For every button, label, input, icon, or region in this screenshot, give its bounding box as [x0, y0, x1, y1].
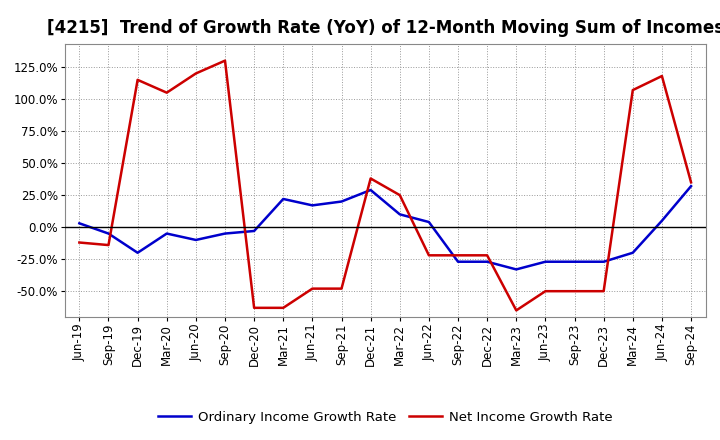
Ordinary Income Growth Rate: [308, 203, 317, 208]
Ordinary Income Growth Rate: [279, 196, 287, 202]
Net Income Growth Rate: [425, 253, 433, 258]
Ordinary Income Growth Rate: [163, 231, 171, 236]
Line: Net Income Growth Rate: Net Income Growth Rate: [79, 61, 691, 310]
Net Income Growth Rate: [104, 242, 113, 248]
Ordinary Income Growth Rate: [454, 259, 462, 264]
Ordinary Income Growth Rate: [337, 199, 346, 204]
Ordinary Income Growth Rate: [366, 187, 375, 193]
Net Income Growth Rate: [483, 253, 492, 258]
Net Income Growth Rate: [308, 286, 317, 291]
Ordinary Income Growth Rate: [220, 231, 229, 236]
Ordinary Income Growth Rate: [133, 250, 142, 255]
Net Income Growth Rate: [687, 180, 696, 185]
Ordinary Income Growth Rate: [687, 183, 696, 189]
Line: Ordinary Income Growth Rate: Ordinary Income Growth Rate: [79, 186, 691, 269]
Ordinary Income Growth Rate: [250, 228, 258, 234]
Net Income Growth Rate: [512, 308, 521, 313]
Net Income Growth Rate: [250, 305, 258, 311]
Net Income Growth Rate: [541, 289, 550, 294]
Net Income Growth Rate: [133, 77, 142, 83]
Net Income Growth Rate: [337, 286, 346, 291]
Ordinary Income Growth Rate: [192, 237, 200, 242]
Net Income Growth Rate: [366, 176, 375, 181]
Ordinary Income Growth Rate: [512, 267, 521, 272]
Net Income Growth Rate: [220, 58, 229, 63]
Ordinary Income Growth Rate: [629, 250, 637, 255]
Ordinary Income Growth Rate: [570, 259, 579, 264]
Net Income Growth Rate: [192, 71, 200, 76]
Net Income Growth Rate: [599, 289, 608, 294]
Net Income Growth Rate: [163, 90, 171, 95]
Ordinary Income Growth Rate: [104, 231, 113, 236]
Net Income Growth Rate: [395, 192, 404, 198]
Net Income Growth Rate: [454, 253, 462, 258]
Ordinary Income Growth Rate: [483, 259, 492, 264]
Ordinary Income Growth Rate: [395, 212, 404, 217]
Ordinary Income Growth Rate: [75, 221, 84, 226]
Title: [4215]  Trend of Growth Rate (YoY) of 12-Month Moving Sum of Incomes: [4215] Trend of Growth Rate (YoY) of 12-…: [47, 19, 720, 37]
Ordinary Income Growth Rate: [541, 259, 550, 264]
Legend: Ordinary Income Growth Rate, Net Income Growth Rate: Ordinary Income Growth Rate, Net Income …: [153, 405, 618, 429]
Ordinary Income Growth Rate: [425, 220, 433, 225]
Net Income Growth Rate: [75, 240, 84, 245]
Net Income Growth Rate: [570, 289, 579, 294]
Ordinary Income Growth Rate: [599, 259, 608, 264]
Net Income Growth Rate: [279, 305, 287, 311]
Net Income Growth Rate: [657, 73, 666, 79]
Ordinary Income Growth Rate: [657, 218, 666, 224]
Net Income Growth Rate: [629, 88, 637, 93]
